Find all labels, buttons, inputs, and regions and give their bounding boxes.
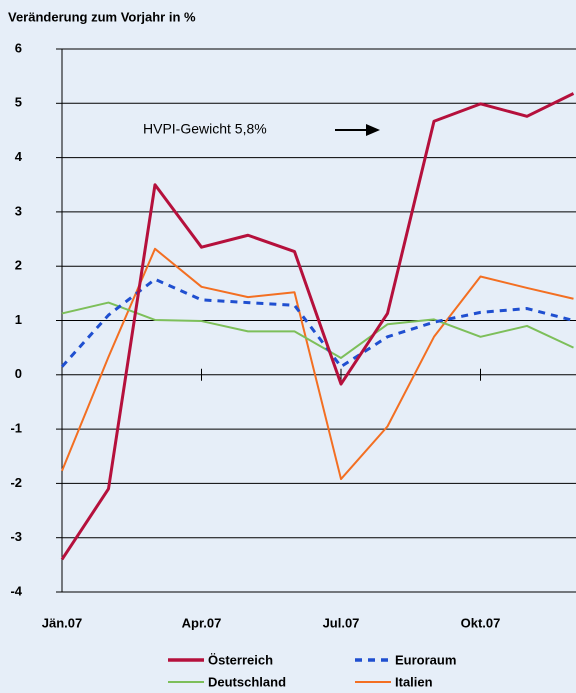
- y-tick-label: 2: [15, 258, 22, 273]
- y-tick-label: -2: [10, 475, 22, 490]
- y-tick-label: 6: [15, 40, 22, 55]
- x-tick-label: Jul.07: [323, 615, 360, 630]
- series-line: [61, 247, 574, 481]
- y-tick-label: -4: [10, 583, 22, 598]
- y-tick-label: -3: [10, 529, 22, 544]
- y-tick-label: -1: [10, 421, 22, 436]
- series-line: [60, 277, 574, 369]
- y-tick-label: 3: [15, 203, 22, 218]
- y-tick-label: 0: [15, 366, 22, 381]
- legend-label: Deutschland: [208, 674, 286, 689]
- legend-label: Italien: [395, 674, 433, 689]
- legend-label: Österreich: [208, 652, 273, 667]
- chart-title: Veränderung zum Vorjahr in %: [8, 9, 196, 24]
- x-tick-label: Jän.07: [42, 615, 82, 630]
- x-tick-label: Okt.07: [461, 615, 501, 630]
- annotation: HVPI-Gewicht 5,8%: [143, 121, 267, 137]
- y-tick-label: 5: [15, 95, 22, 110]
- y-tick-label: 4: [15, 149, 23, 164]
- y-tick-label: 1: [15, 312, 22, 327]
- x-tick-label: Apr.07: [182, 615, 222, 630]
- annotation-arrow: [335, 124, 380, 136]
- series-line: [61, 301, 574, 359]
- legend-label: Euroraum: [395, 652, 456, 667]
- series-line: [60, 92, 575, 561]
